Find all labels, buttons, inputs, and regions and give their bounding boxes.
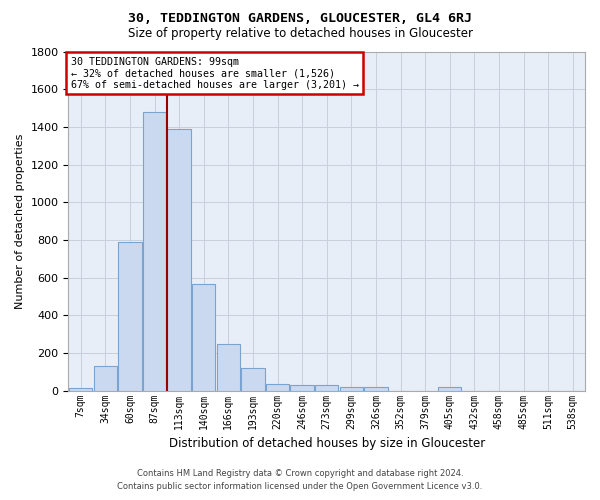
Bar: [118, 242, 142, 390]
Text: Contains HM Land Registry data © Crown copyright and database right 2024.
Contai: Contains HM Land Registry data © Crown c…: [118, 470, 482, 491]
X-axis label: Distribution of detached houses by size in Gloucester: Distribution of detached houses by size …: [169, 437, 485, 450]
Bar: [217, 344, 240, 390]
Text: 30 TEDDINGTON GARDENS: 99sqm
← 32% of detached houses are smaller (1,526)
67% of: 30 TEDDINGTON GARDENS: 99sqm ← 32% of de…: [71, 56, 359, 90]
Bar: [241, 368, 265, 390]
Bar: [94, 366, 117, 390]
Bar: [290, 385, 314, 390]
Bar: [143, 112, 166, 390]
Bar: [266, 384, 289, 390]
Bar: [364, 387, 388, 390]
Bar: [167, 128, 191, 390]
Bar: [315, 385, 338, 390]
Text: Size of property relative to detached houses in Gloucester: Size of property relative to detached ho…: [128, 28, 473, 40]
Text: 30, TEDDINGTON GARDENS, GLOUCESTER, GL4 6RJ: 30, TEDDINGTON GARDENS, GLOUCESTER, GL4 …: [128, 12, 472, 26]
Y-axis label: Number of detached properties: Number of detached properties: [15, 134, 25, 309]
Bar: [438, 387, 461, 390]
Bar: [69, 388, 92, 390]
Bar: [192, 284, 215, 391]
Bar: [340, 387, 363, 390]
